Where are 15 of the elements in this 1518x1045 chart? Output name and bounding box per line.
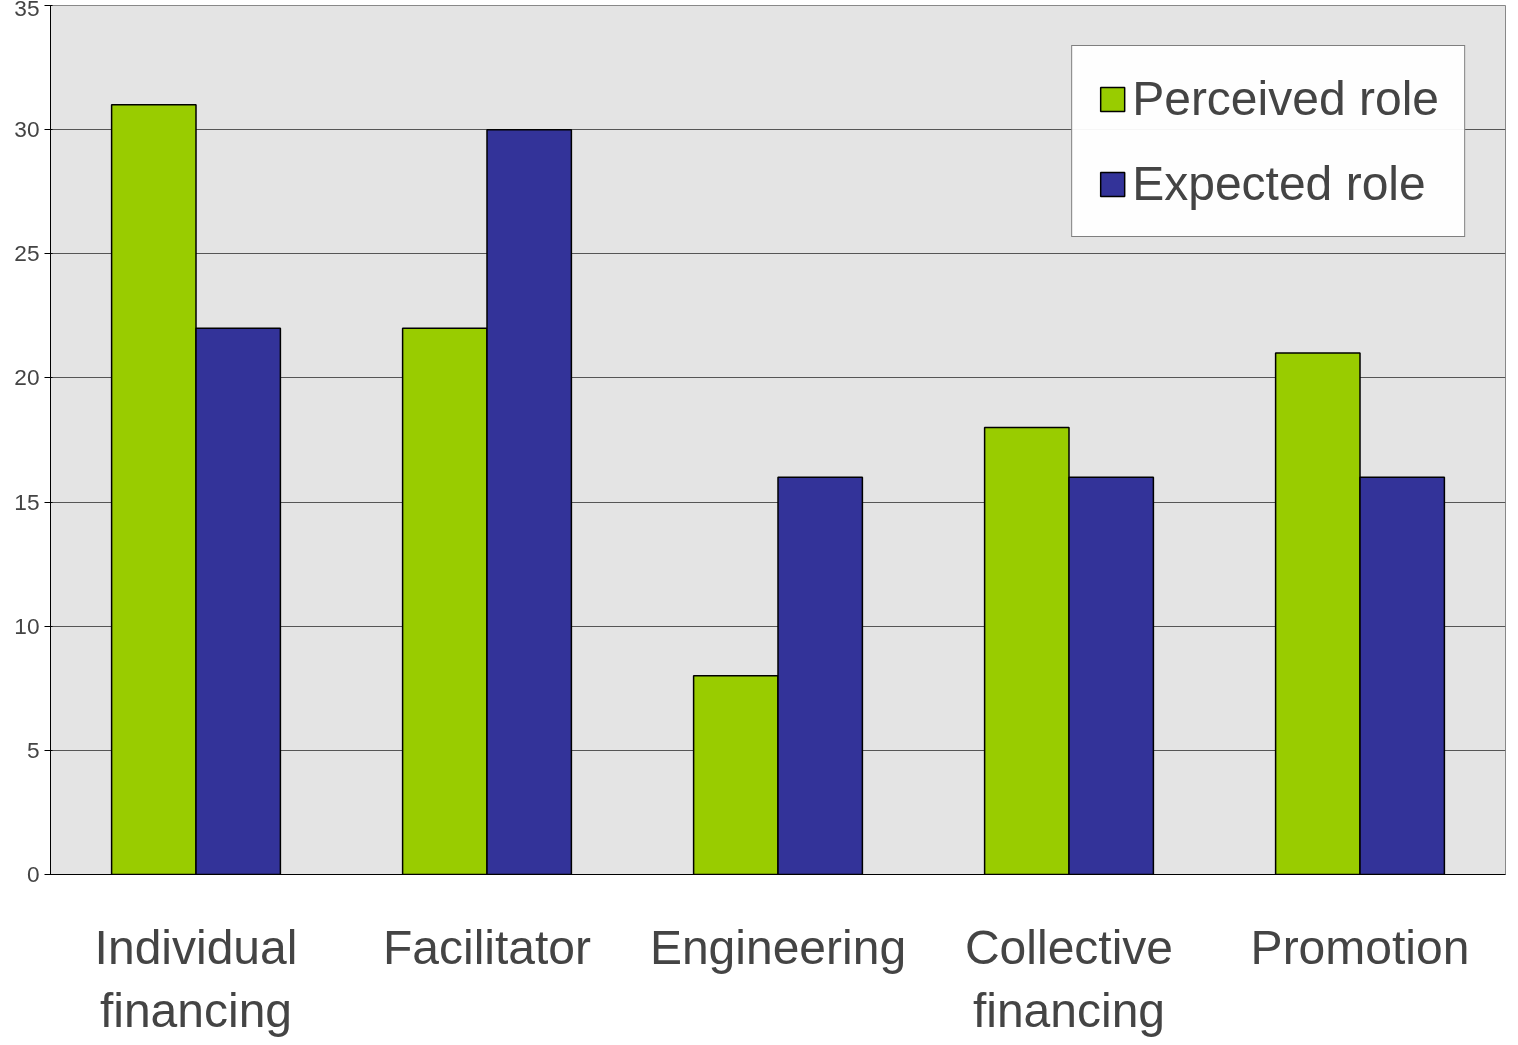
- legend-label: Expected role: [1132, 156, 1426, 211]
- y-tick-label: 30: [14, 116, 40, 143]
- x-tick-label: Collective financing: [964, 920, 1174, 1038]
- y-tick-label: 25: [14, 240, 40, 267]
- y-tick-label: 20: [14, 364, 40, 391]
- x-tick-label: Facilitator: [382, 920, 592, 974]
- y-tick-label: 5: [26, 736, 40, 763]
- x-tick-label: Engineering: [649, 920, 907, 974]
- y-tick-label: 15: [14, 488, 40, 515]
- y-tick-label: 35: [14, 0, 40, 21]
- y-tick-label: 0: [26, 861, 40, 887]
- legend-label: Perceived role: [1132, 71, 1439, 126]
- x-tick-label: Individual financing: [94, 920, 298, 1038]
- y-tick-label: 10: [14, 612, 40, 639]
- x-tick-label: Promotion: [1250, 920, 1470, 974]
